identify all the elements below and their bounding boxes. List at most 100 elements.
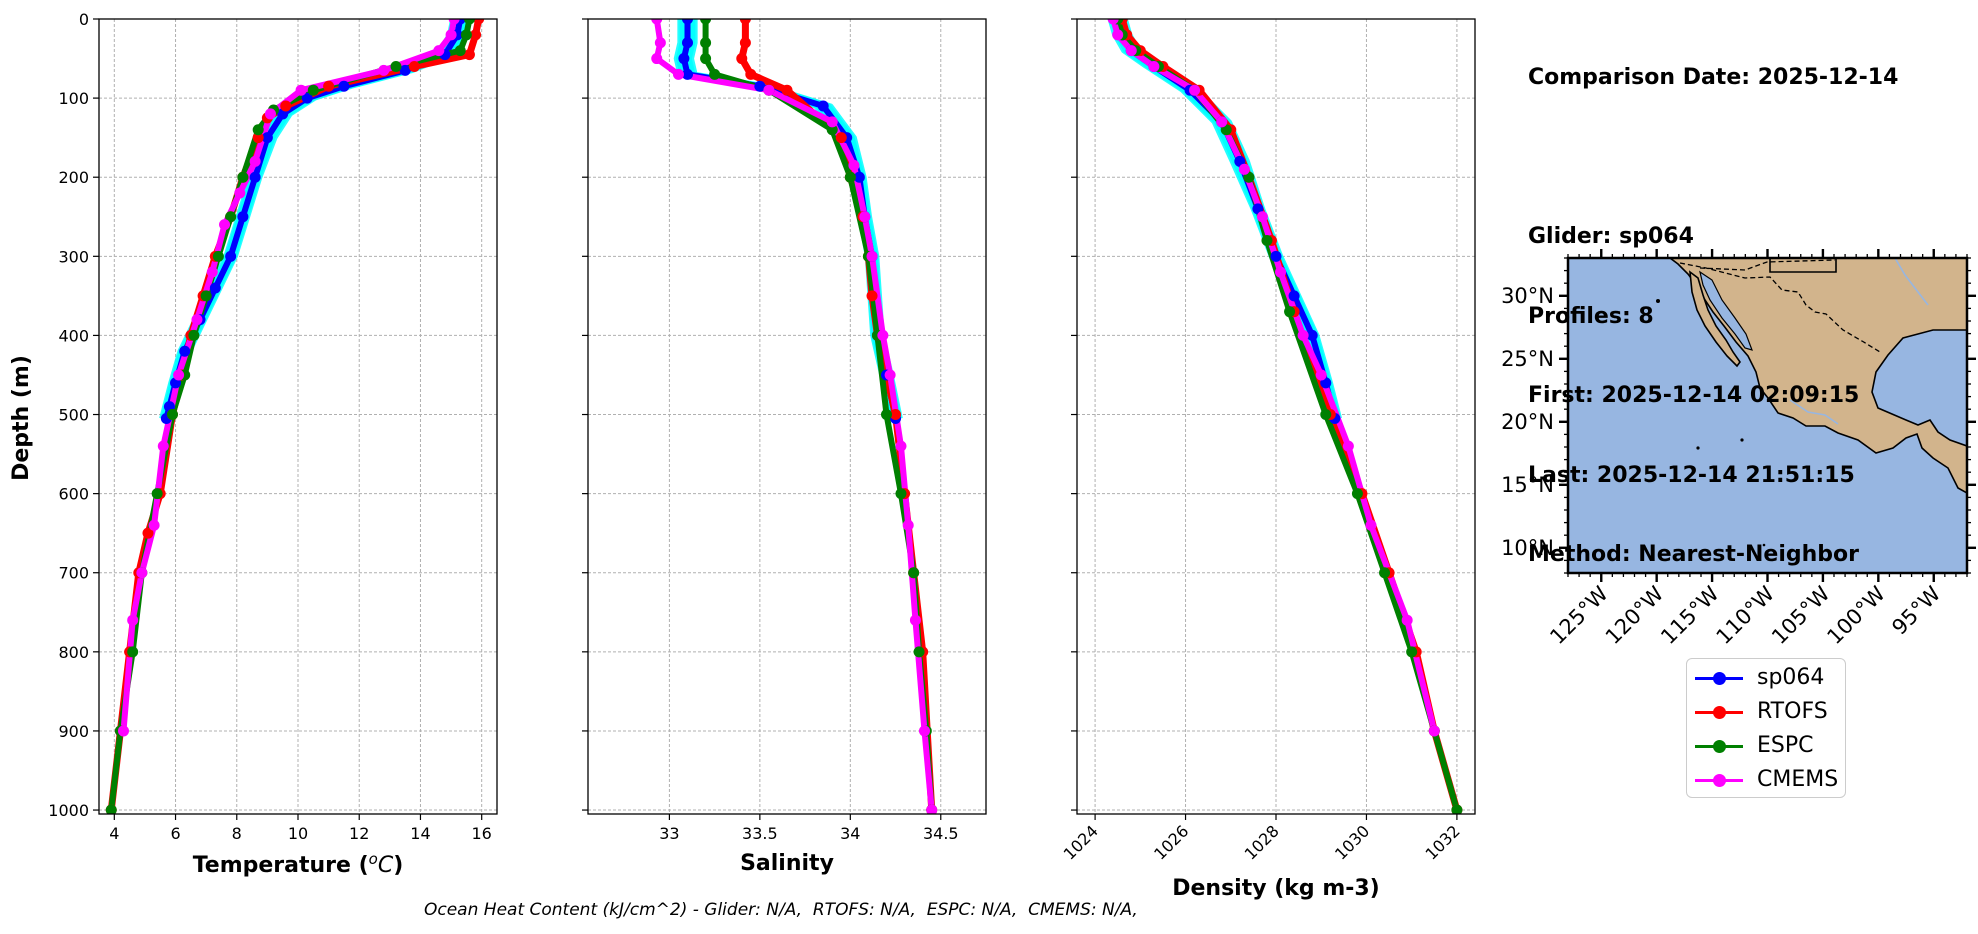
series-point-rtofs bbox=[739, 19, 751, 25]
map-lat-label: 20°N bbox=[1501, 410, 1554, 434]
x-tick-label: 1030 bbox=[1331, 821, 1373, 863]
series-point-rtofs bbox=[470, 29, 482, 41]
series-point-cmems bbox=[127, 614, 139, 626]
series-point-cmems bbox=[902, 519, 914, 531]
x-tick-label: 1032 bbox=[1422, 821, 1464, 863]
salinity-axis-label: Salinity bbox=[740, 851, 834, 876]
series-point-espc bbox=[188, 329, 200, 341]
y-tick-label: 800 bbox=[58, 643, 89, 662]
series-point-espc bbox=[895, 488, 907, 500]
info-line-date: Comparison Date: 2025-12-14 bbox=[1528, 65, 1899, 90]
x-tick-label: 34.5 bbox=[923, 824, 959, 843]
series-point-cmems bbox=[1107, 19, 1119, 25]
series-point-cmems bbox=[826, 116, 838, 128]
series-point-espc bbox=[700, 53, 712, 65]
series-point-cmems bbox=[1216, 116, 1228, 128]
temperature-axis-label: Temperature (oC) bbox=[193, 850, 404, 878]
x-tick-label: 12 bbox=[349, 824, 369, 843]
map-river-2 bbox=[1789, 399, 1839, 425]
series-point-sp064 bbox=[237, 211, 249, 223]
series-point-cmems bbox=[1189, 84, 1201, 96]
legend-label: sp064 bbox=[1757, 665, 1825, 690]
series-line-sp064 bbox=[163, 19, 464, 422]
salinity-panel: 33 33.5 34 34.5 bbox=[582, 18, 987, 843]
series-point-sp064 bbox=[399, 64, 411, 76]
plot-area bbox=[105, 19, 485, 814]
series-point-sp064 bbox=[682, 19, 693, 25]
series-point-espc bbox=[1261, 234, 1273, 246]
ocean-heat-content-note: Ocean Heat Content (kJ/cm^2) - Glider: N… bbox=[424, 900, 1138, 920]
y-tick-label: 900 bbox=[58, 722, 89, 741]
series-point-cmems bbox=[918, 725, 930, 737]
map-river bbox=[1894, 258, 1929, 306]
map-island bbox=[1696, 446, 1700, 450]
location-map: 125°W120°W115°W110°W105°W100°W95°W30°N25… bbox=[1501, 249, 1976, 649]
glider-profile-line bbox=[164, 19, 464, 420]
series-line-sp064 bbox=[1114, 19, 1338, 422]
x-tick-label: 34 bbox=[840, 824, 860, 843]
series-point-cmems bbox=[1401, 614, 1413, 626]
x-tick-label: 1026 bbox=[1150, 821, 1192, 863]
series-point-rtofs bbox=[866, 290, 878, 302]
series-point-rtofs bbox=[835, 132, 847, 144]
series-point-cmems bbox=[909, 614, 921, 626]
info-line-blank bbox=[1528, 145, 1898, 172]
map-lat-label: 10°N bbox=[1501, 536, 1554, 560]
y-tick-label: 300 bbox=[58, 247, 89, 266]
series-point-cmems bbox=[866, 250, 878, 262]
x-tick-label: 33.5 bbox=[742, 824, 778, 843]
series-point-sp064 bbox=[209, 282, 221, 294]
series-point-espc bbox=[307, 84, 319, 96]
series-point-cmems bbox=[1315, 369, 1327, 381]
series-point-sp064 bbox=[225, 250, 237, 262]
y-tick-label: 100 bbox=[58, 89, 89, 108]
legend: sp064 RTOFS ESPC CMEMS bbox=[1686, 658, 1846, 798]
series-point-rtofs bbox=[142, 527, 154, 539]
glider-profile-line bbox=[1107, 19, 1333, 420]
series-point-espc bbox=[212, 250, 224, 262]
map-border-north bbox=[1769, 258, 1837, 273]
glider-profile-line bbox=[159, 19, 456, 420]
glider-profile-line bbox=[163, 19, 462, 420]
series-point-sp064 bbox=[261, 132, 273, 144]
series-point-cmems bbox=[1112, 29, 1124, 41]
series-point-cmems bbox=[191, 314, 203, 326]
series-point-espc bbox=[225, 211, 237, 223]
series-point-sp064 bbox=[754, 80, 766, 92]
series-point-cmems bbox=[117, 725, 129, 737]
series-point-sp064 bbox=[853, 171, 865, 183]
map-border-us-mexico bbox=[1679, 262, 1881, 353]
x-tick-label: 33 bbox=[659, 824, 679, 843]
series-point-rtofs bbox=[408, 60, 420, 72]
series-point-cmems bbox=[672, 68, 684, 80]
series-point-espc bbox=[200, 290, 212, 302]
series-point-espc bbox=[709, 68, 721, 80]
x-tick-label: 1024 bbox=[1060, 821, 1102, 863]
map-island bbox=[1656, 299, 1660, 303]
info-line-method: Method: Nearest-Neighbor bbox=[1528, 542, 1859, 567]
series-point-sp064 bbox=[1306, 329, 1318, 341]
glider-profile-line bbox=[167, 19, 469, 420]
series-point-cmems bbox=[295, 84, 307, 96]
glider-profile-line bbox=[1109, 19, 1334, 420]
x-tick-label: 6 bbox=[170, 824, 180, 843]
series-point-cmems bbox=[157, 440, 169, 452]
series-point-cmems bbox=[1256, 211, 1268, 223]
info-line-glider: Glider: sp064 bbox=[1528, 224, 1694, 249]
series-point-espc bbox=[1406, 646, 1418, 658]
map-baja-california bbox=[1689, 270, 1741, 368]
series-point-rtofs bbox=[323, 80, 335, 92]
series-point-rtofs bbox=[736, 53, 748, 65]
series-point-cmems bbox=[859, 211, 871, 223]
series-point-cmems bbox=[433, 45, 445, 57]
series-point-cmems bbox=[234, 187, 246, 199]
series-point-rtofs bbox=[745, 68, 757, 80]
series-point-espc bbox=[454, 45, 466, 57]
series-point-cmems bbox=[877, 329, 889, 341]
map-lat-label: 25°N bbox=[1501, 347, 1554, 371]
density-panel: 1024 1026 1028 1030 1032 bbox=[1060, 18, 1476, 864]
series-point-rtofs bbox=[463, 49, 475, 61]
series-point-espc bbox=[105, 804, 117, 814]
series-point-rtofs bbox=[280, 100, 292, 112]
series-point-espc bbox=[252, 124, 264, 136]
